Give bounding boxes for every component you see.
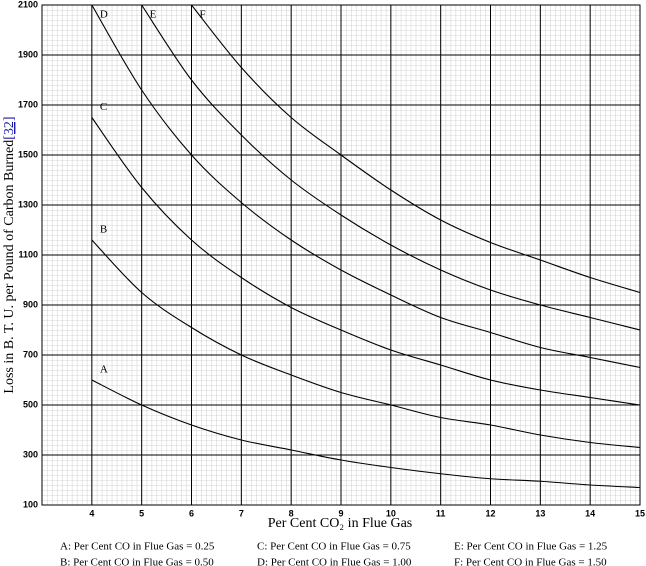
y-tick-label: 2100: [18, 0, 38, 9]
legend-entry: E: Per Cent CO in Flue Gas = 1.25: [454, 541, 608, 553]
legend-entry: C: Per Cent CO in Flue Gas = 0.75: [257, 541, 411, 553]
curves: [91, 5, 640, 489]
series-label: B: [100, 224, 107, 236]
x-tick-label: 15: [635, 508, 645, 518]
x-tick-label: 13: [535, 508, 545, 518]
y-tick-label: 300: [23, 449, 38, 459]
series-label: C: [100, 101, 107, 113]
line: [91, 239, 640, 449]
series-label: A: [100, 364, 108, 376]
x-axis-label: Per Cent CO₂ in Flue Gas: [268, 516, 412, 531]
y-tick-label: 900: [23, 299, 38, 309]
plot-frame: [41, 4, 641, 506]
y-tick-label: 1100: [18, 249, 38, 259]
y-tick-label: 500: [23, 399, 38, 409]
legend-entry: F: Per Cent CO in Flue Gas = 1.50: [454, 557, 607, 566]
x-tick-label: 6: [189, 508, 194, 518]
x-tick-label: 11: [436, 508, 446, 518]
series-label: D: [100, 9, 108, 21]
y-tick-label: 700: [23, 349, 38, 359]
series-label: E: [150, 9, 157, 21]
legend-entry: B: Per Cent CO in Flue Gas = 0.50: [60, 557, 214, 566]
legend: A: Per Cent CO in Flue Gas = 0.25 B: Per …: [60, 541, 608, 566]
x-tick-label: 10: [386, 508, 396, 518]
y-tick-label: 1500: [18, 149, 38, 159]
line: [91, 117, 640, 406]
x-tick-label: 7: [239, 508, 244, 518]
line: [91, 379, 640, 489]
x-tick-label: 8: [289, 508, 294, 518]
y-axis-label: Loss in B. T. U. per Pound of Carbon Bur…: [2, 116, 17, 393]
y-axis-label-text: Loss in B. T. U. per Pound of Carbon Bur…: [2, 140, 17, 394]
x-tick-label: 4: [89, 508, 94, 518]
x-tick-label: 5: [139, 508, 144, 518]
series-label: F: [200, 9, 206, 21]
line: [191, 5, 640, 294]
legend-entry: A: Per Cent CO in Flue Gas = 0.25: [60, 541, 215, 553]
y-tick-label: 1300: [18, 199, 38, 209]
y-tick-label: 100: [23, 499, 38, 509]
legend-entry: D: Per Cent CO in Flue Gas = 1.00: [257, 557, 412, 566]
x-tick-label: 12: [485, 508, 495, 518]
line: [91, 5, 640, 369]
reference-link[interactable]: [32]: [2, 116, 17, 139]
y-tick-label: 1700: [18, 99, 38, 109]
line: [141, 5, 640, 331]
x-tick-label: 14: [585, 508, 595, 518]
y-tick-label: 1900: [18, 49, 38, 59]
x-tick-label: 9: [338, 508, 343, 518]
